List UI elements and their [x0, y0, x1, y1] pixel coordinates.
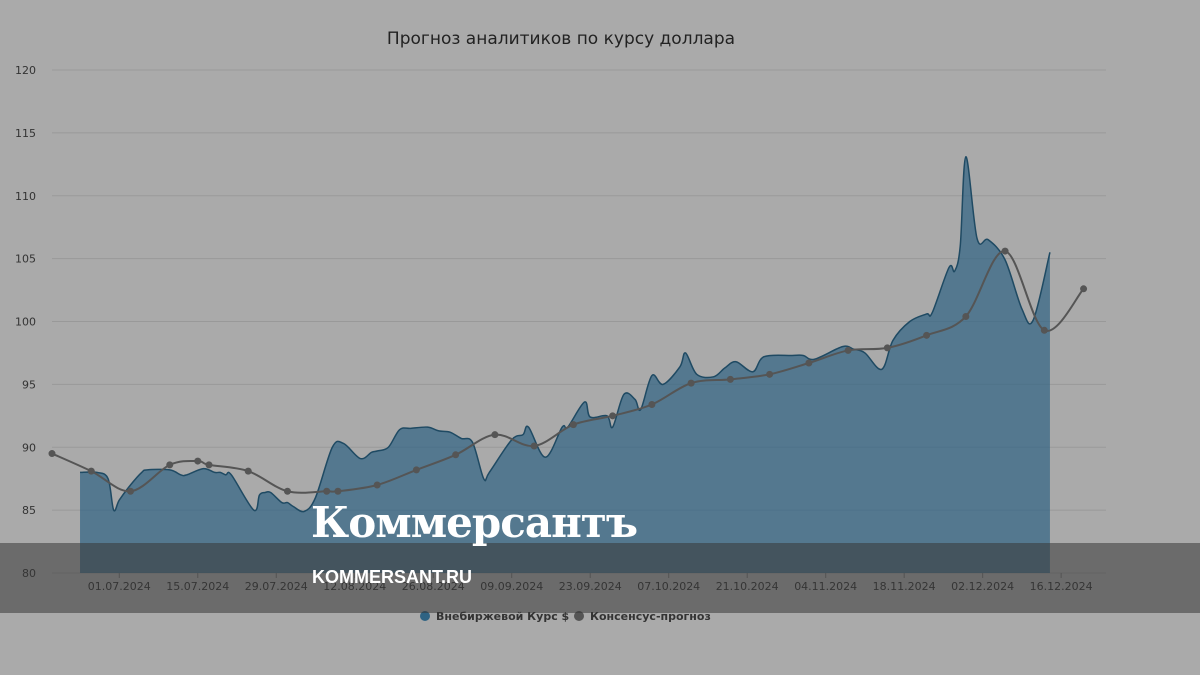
consensus-point[interactable] — [283, 487, 291, 495]
consensus-point[interactable] — [205, 461, 213, 469]
consensus-point[interactable] — [373, 481, 381, 489]
watermark-band — [0, 543, 1200, 613]
consensus-point[interactable] — [194, 457, 202, 465]
consensus-point[interactable] — [1080, 285, 1088, 293]
consensus-line — [51, 250, 1085, 494]
consensus-point[interactable] — [687, 379, 695, 387]
consensus-point[interactable] — [923, 331, 931, 339]
consensus-point[interactable] — [166, 461, 174, 469]
consensus-point[interactable] — [1001, 247, 1009, 255]
consensus-point[interactable] — [126, 487, 134, 495]
chart-title: Прогноз аналитиков по курсу доллара — [387, 29, 735, 49]
y-tick-label: 105 — [15, 253, 36, 266]
consensus-point[interactable] — [244, 467, 252, 475]
otc-rate-area — [80, 156, 1050, 574]
otc-rate-line — [80, 156, 1051, 513]
y-tick-label: 120 — [15, 64, 36, 77]
consensus-point[interactable] — [883, 344, 891, 352]
consensus-point[interactable] — [805, 359, 813, 367]
line-series-layer — [48, 247, 1088, 495]
consensus-point[interactable] — [648, 400, 656, 408]
legend-label-otc-rate: Внебиржевой Курс $ — [436, 610, 569, 623]
legend-marker-consensus — [574, 611, 584, 621]
consensus-point[interactable] — [452, 451, 460, 459]
consensus-point[interactable] — [766, 370, 774, 378]
legend-marker-otc-rate — [420, 611, 430, 621]
area-series-layer — [80, 156, 1051, 574]
consensus-point[interactable] — [726, 375, 734, 383]
legend-item-otc-rate[interactable]: Внебиржевой Курс $ — [420, 610, 569, 623]
consensus-point[interactable] — [530, 442, 538, 450]
consensus-point[interactable] — [1040, 326, 1048, 334]
y-tick-label: 110 — [15, 190, 36, 203]
consensus-point[interactable] — [609, 412, 617, 420]
y-tick-label: 115 — [15, 127, 36, 140]
y-tick-label: 90 — [22, 441, 36, 454]
consensus-point[interactable] — [48, 450, 56, 458]
consensus-point[interactable] — [569, 421, 577, 429]
consensus-point[interactable] — [962, 312, 970, 320]
consensus-point[interactable] — [412, 466, 420, 474]
legend-item-consensus[interactable]: Консенсус-прогноз — [574, 610, 711, 623]
kommersant-logo: Коммерсантъ — [311, 498, 638, 547]
legend-label-consensus: Консенсус-прогноз — [590, 610, 711, 623]
y-tick-label: 95 — [22, 378, 36, 391]
consensus-point[interactable] — [844, 346, 852, 354]
y-tick-label: 85 — [22, 504, 36, 517]
legend: Внебиржевой Курс $ Консенсус-прогноз — [420, 610, 711, 623]
consensus-point[interactable] — [323, 487, 331, 495]
consensus-point[interactable] — [491, 431, 499, 439]
y-tick-label: 100 — [15, 316, 36, 329]
y-axis: 80859095100105110115120 — [15, 64, 36, 580]
watermark-url: KOMMERSANT.RU — [312, 567, 472, 587]
consensus-point[interactable] — [87, 467, 95, 475]
consensus-point[interactable] — [334, 487, 342, 495]
